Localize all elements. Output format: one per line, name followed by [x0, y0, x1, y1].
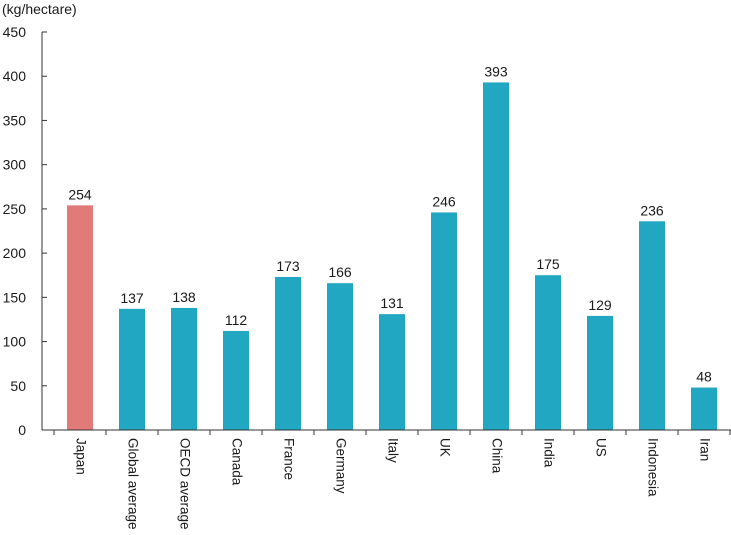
bar [587, 315, 613, 430]
bar [171, 307, 197, 430]
x-category-label: Iran [697, 438, 712, 461]
bar [431, 212, 457, 430]
y-tick-label: 350 [3, 112, 27, 128]
bar-value-label: 236 [640, 202, 664, 218]
bar-value-label: 137 [120, 290, 144, 306]
x-category-label: Japan [73, 438, 88, 475]
bar-value-label: 173 [276, 258, 300, 274]
y-tick-label: 200 [3, 245, 27, 261]
bars: 254 137 138 112 173 166 131 246 393 175 129 236 48 [67, 63, 717, 430]
y-axis: 0 50 100 150 200 250 300 350 400 450 [3, 24, 47, 438]
bar [535, 275, 561, 430]
x-category-label: France [281, 438, 296, 480]
bar-value-label: 138 [172, 289, 196, 305]
bar-value-label: 254 [68, 186, 92, 202]
x-category-label: China [489, 438, 504, 474]
y-tick-label: 400 [3, 68, 27, 84]
y-tick-label: 300 [3, 157, 27, 173]
x-category-label: India [541, 438, 556, 468]
x-category-label: UK [437, 438, 452, 457]
x-category-label: Canada [229, 438, 244, 486]
bar [67, 205, 93, 430]
bar-value-label: 131 [380, 295, 404, 311]
bar [379, 314, 405, 430]
bar [119, 308, 145, 430]
x-category-label: Indonesia [645, 438, 660, 497]
bar [327, 283, 353, 430]
y-tick-label: 250 [3, 201, 27, 217]
bar-value-label: 129 [588, 297, 612, 313]
x-category-label: OECD average [177, 438, 192, 530]
y-tick-label: 0 [18, 422, 26, 438]
bar-value-label: 112 [225, 312, 248, 328]
y-tick-label: 150 [3, 289, 27, 305]
bar-value-label: 48 [696, 369, 712, 385]
bar [223, 330, 249, 430]
bar [639, 221, 665, 430]
x-category-label: US [593, 438, 608, 457]
bar-value-label: 393 [484, 63, 508, 79]
x-category-label: Global average [125, 438, 140, 530]
x-axis: Japan Global average OECD average Canada Fra… [42, 429, 731, 530]
bar-value-label: 246 [432, 193, 456, 209]
bar [275, 276, 301, 430]
bar-value-label: 175 [536, 256, 560, 272]
bar [483, 82, 509, 430]
x-category-label: Italy [385, 438, 400, 463]
bar [691, 387, 717, 430]
y-axis-unit-label: (kg/hectare) [2, 1, 77, 17]
bar-value-label: 166 [328, 264, 352, 280]
y-tick-label: 100 [3, 334, 27, 350]
y-tick-label: 450 [3, 24, 27, 40]
y-tick-label: 50 [10, 378, 26, 394]
x-category-label: Germany [333, 438, 348, 494]
